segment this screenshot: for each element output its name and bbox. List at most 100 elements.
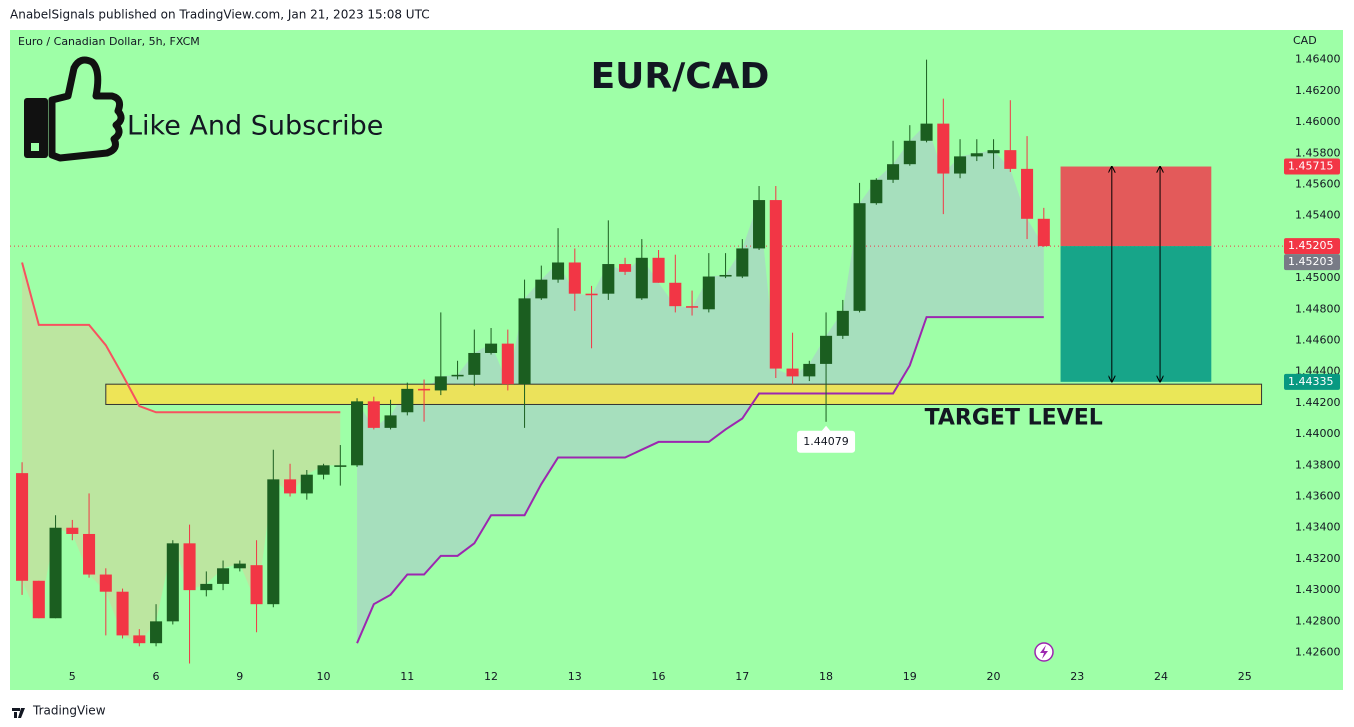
y-tick-label: 1.43200 bbox=[1295, 552, 1341, 565]
candle-body bbox=[568, 262, 581, 294]
candle-body bbox=[635, 257, 648, 299]
x-tick-label: 18 bbox=[819, 670, 833, 683]
y-tick-label: 1.46400 bbox=[1295, 53, 1341, 66]
candle-body bbox=[903, 140, 916, 165]
low-label: 1.44079 bbox=[803, 435, 849, 448]
y-tick-label: 1.42800 bbox=[1295, 614, 1341, 627]
x-tick-label: 10 bbox=[317, 670, 331, 683]
candle-body bbox=[602, 264, 615, 294]
candle-body bbox=[418, 388, 431, 391]
candle-body bbox=[803, 363, 816, 377]
indicator-fill bbox=[22, 262, 341, 644]
candle-body bbox=[367, 401, 380, 428]
candle-body bbox=[619, 264, 632, 272]
y-tick-label: 1.43400 bbox=[1295, 521, 1341, 534]
candle-body bbox=[585, 293, 598, 296]
candle-body bbox=[166, 543, 179, 622]
candle-body bbox=[300, 474, 313, 494]
indicator-line bbox=[356, 316, 1044, 644]
candle-body bbox=[49, 527, 62, 619]
icon-dot bbox=[31, 143, 39, 151]
candle-body bbox=[970, 153, 983, 157]
x-tick-label: 6 bbox=[153, 670, 160, 683]
icon-bolt bbox=[1040, 645, 1048, 659]
candle-body bbox=[652, 257, 665, 283]
y-tick-label: 1.45800 bbox=[1295, 146, 1341, 159]
candle-body bbox=[669, 282, 682, 307]
candle-body bbox=[535, 279, 548, 299]
x-tick-label: 17 bbox=[735, 670, 749, 683]
candle-body bbox=[954, 156, 967, 174]
candle-body bbox=[518, 298, 531, 385]
candle-body bbox=[1021, 168, 1034, 219]
candle-body bbox=[753, 200, 766, 249]
x-tick-label: 11 bbox=[400, 670, 414, 683]
price-label-box bbox=[1284, 238, 1340, 255]
candle-body bbox=[83, 533, 96, 575]
candle-body bbox=[150, 621, 163, 644]
x-tick-label: 5 bbox=[69, 670, 76, 683]
candle-body bbox=[485, 343, 498, 353]
candle-body bbox=[351, 401, 364, 466]
y-tick-label: 1.43800 bbox=[1295, 458, 1341, 471]
candle-body bbox=[66, 527, 79, 534]
candle-body bbox=[233, 563, 246, 569]
header: AnabelSignals published on TradingView.c… bbox=[10, 8, 430, 22]
target-zone-box bbox=[1060, 246, 1212, 382]
y-tick-label: 1.46000 bbox=[1295, 115, 1341, 128]
x-tick-label: 20 bbox=[987, 670, 1001, 683]
candle-body bbox=[434, 376, 447, 391]
x-tick-label: 9 bbox=[236, 670, 243, 683]
thumbs-up-icon bbox=[24, 56, 125, 162]
logo bbox=[12, 708, 25, 718]
candle-body bbox=[99, 574, 112, 592]
x-tick-label: 19 bbox=[903, 670, 917, 683]
candle-body bbox=[1037, 218, 1050, 247]
y-tick-label: 1.44800 bbox=[1295, 302, 1341, 315]
candle-body bbox=[451, 374, 464, 377]
candle-body bbox=[32, 580, 45, 619]
candle-body bbox=[870, 179, 883, 204]
x-tick-label: 25 bbox=[1238, 670, 1252, 683]
y-tick-label: 1.43000 bbox=[1295, 583, 1341, 596]
candle-body bbox=[334, 465, 347, 467]
y-tick-label: 1.42600 bbox=[1295, 646, 1341, 659]
candle-body bbox=[284, 479, 297, 494]
candle-body bbox=[736, 248, 749, 277]
x-tick-label: 23 bbox=[1070, 670, 1084, 683]
subtitle: Euro / Canadian Dollar, 5h, FXCM bbox=[18, 35, 200, 48]
axis-label: CAD bbox=[1293, 34, 1317, 47]
candle-body bbox=[853, 203, 866, 311]
low-pointer bbox=[821, 425, 832, 432]
x-tick-label: 16 bbox=[652, 670, 666, 683]
y-tick-label: 1.45400 bbox=[1295, 209, 1341, 222]
candle-body bbox=[836, 310, 849, 336]
indicator-fill bbox=[357, 123, 1044, 644]
price-label-box bbox=[1284, 254, 1340, 271]
target-zone bbox=[105, 383, 1263, 405]
price-label: 1.45203 bbox=[1288, 255, 1334, 268]
candle-body bbox=[719, 274, 732, 277]
candle-body bbox=[769, 200, 782, 369]
price-label-box bbox=[1284, 158, 1340, 175]
candle-body bbox=[384, 415, 397, 428]
candle-body bbox=[686, 306, 699, 308]
indicator-line bbox=[21, 262, 341, 414]
candle-body bbox=[183, 543, 196, 591]
candle-body bbox=[887, 164, 900, 180]
candle-body bbox=[820, 335, 833, 364]
zone-label: TARGET LEVEL bbox=[925, 405, 1103, 430]
candle-body bbox=[401, 388, 414, 413]
candle-body bbox=[920, 123, 933, 141]
candle-body bbox=[786, 368, 799, 377]
candle-body bbox=[217, 568, 230, 584]
y-tick-label: 1.44600 bbox=[1295, 333, 1341, 346]
candle-body bbox=[1004, 150, 1017, 169]
x-tick-label: 12 bbox=[484, 670, 498, 683]
low-label-box bbox=[797, 430, 856, 453]
icon-hand bbox=[48, 56, 125, 162]
candle-body bbox=[250, 565, 263, 605]
candle-body bbox=[702, 276, 715, 310]
candle-body bbox=[987, 150, 1000, 154]
